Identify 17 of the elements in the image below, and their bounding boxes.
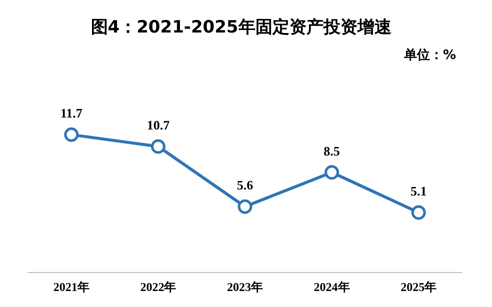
text: 单位：% [404, 47, 456, 64]
x-tick-label: 2023年 [227, 280, 263, 294]
data-label: 8.5 [324, 143, 340, 158]
data-label: 5.6 [236, 177, 254, 192]
x-tick-label: 2021年 [53, 280, 90, 294]
point [411, 205, 426, 220]
x-tick-label: 2022年 [140, 280, 176, 294]
point [64, 127, 79, 142]
chart-title: 图4：2021-2025年固定资产投资增速 [90, 18, 392, 38]
data-label: 11.7 [60, 106, 83, 121]
point [324, 165, 340, 180]
point [150, 139, 166, 154]
x-tick-label: 2025年 [400, 280, 437, 294]
x-tick-label: 2024年 [314, 280, 350, 294]
data-label: 5.1 [410, 183, 427, 198]
data-label: 10.7 [146, 117, 170, 132]
point [238, 199, 252, 214]
